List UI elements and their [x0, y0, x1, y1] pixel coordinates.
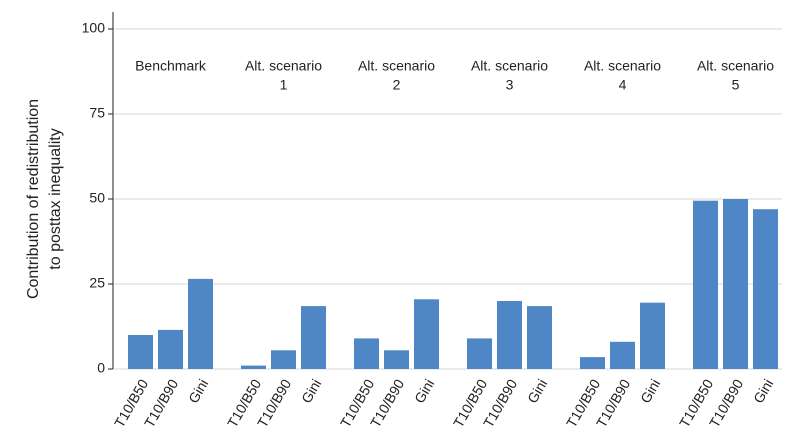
bar: [301, 306, 326, 369]
bar: [753, 209, 778, 369]
group-label: 1: [280, 77, 288, 93]
y-tick-label: 100: [82, 20, 106, 36]
x-tick-label: Gini: [411, 376, 437, 406]
bar: [241, 365, 266, 369]
group-label: Alt. scenario: [245, 58, 322, 74]
group-label: Alt. scenario: [584, 58, 661, 74]
bar: [723, 199, 748, 369]
group-label: Benchmark: [135, 58, 207, 74]
group-label: Alt. scenario: [471, 58, 548, 74]
y-axis-label: Contribution of redistribution: [25, 99, 42, 299]
y-tick-label: 25: [89, 275, 105, 291]
group-label: 2: [393, 77, 401, 93]
bar: [158, 329, 183, 369]
group-label: 3: [506, 77, 514, 93]
bar: [527, 306, 552, 369]
x-tick-label: Gini: [185, 376, 211, 406]
bar: [610, 341, 635, 369]
bar: [467, 338, 492, 369]
y-axis-label: to posttax inequality: [47, 128, 64, 269]
bar: [271, 350, 296, 369]
bar: [128, 335, 153, 369]
y-tick-label: 0: [97, 360, 105, 376]
bar: [188, 278, 213, 369]
bar: [640, 302, 665, 369]
bar: [414, 299, 439, 369]
group-label: Alt. scenario: [358, 58, 435, 74]
group-label: Alt. scenario: [697, 58, 774, 74]
bar: [580, 357, 605, 369]
bar: [384, 350, 409, 369]
bar: [693, 200, 718, 369]
x-tick-label: Gini: [298, 376, 324, 406]
group-label: 5: [732, 77, 740, 93]
x-tick-label: Gini: [637, 376, 663, 406]
x-tick-label: Gini: [524, 376, 550, 406]
bar: [354, 338, 379, 369]
bar: [497, 301, 522, 369]
y-tick-label: 75: [89, 105, 105, 121]
x-tick-label: Gini: [750, 376, 776, 406]
group-label: 4: [619, 77, 627, 93]
y-tick-label: 50: [89, 190, 105, 206]
